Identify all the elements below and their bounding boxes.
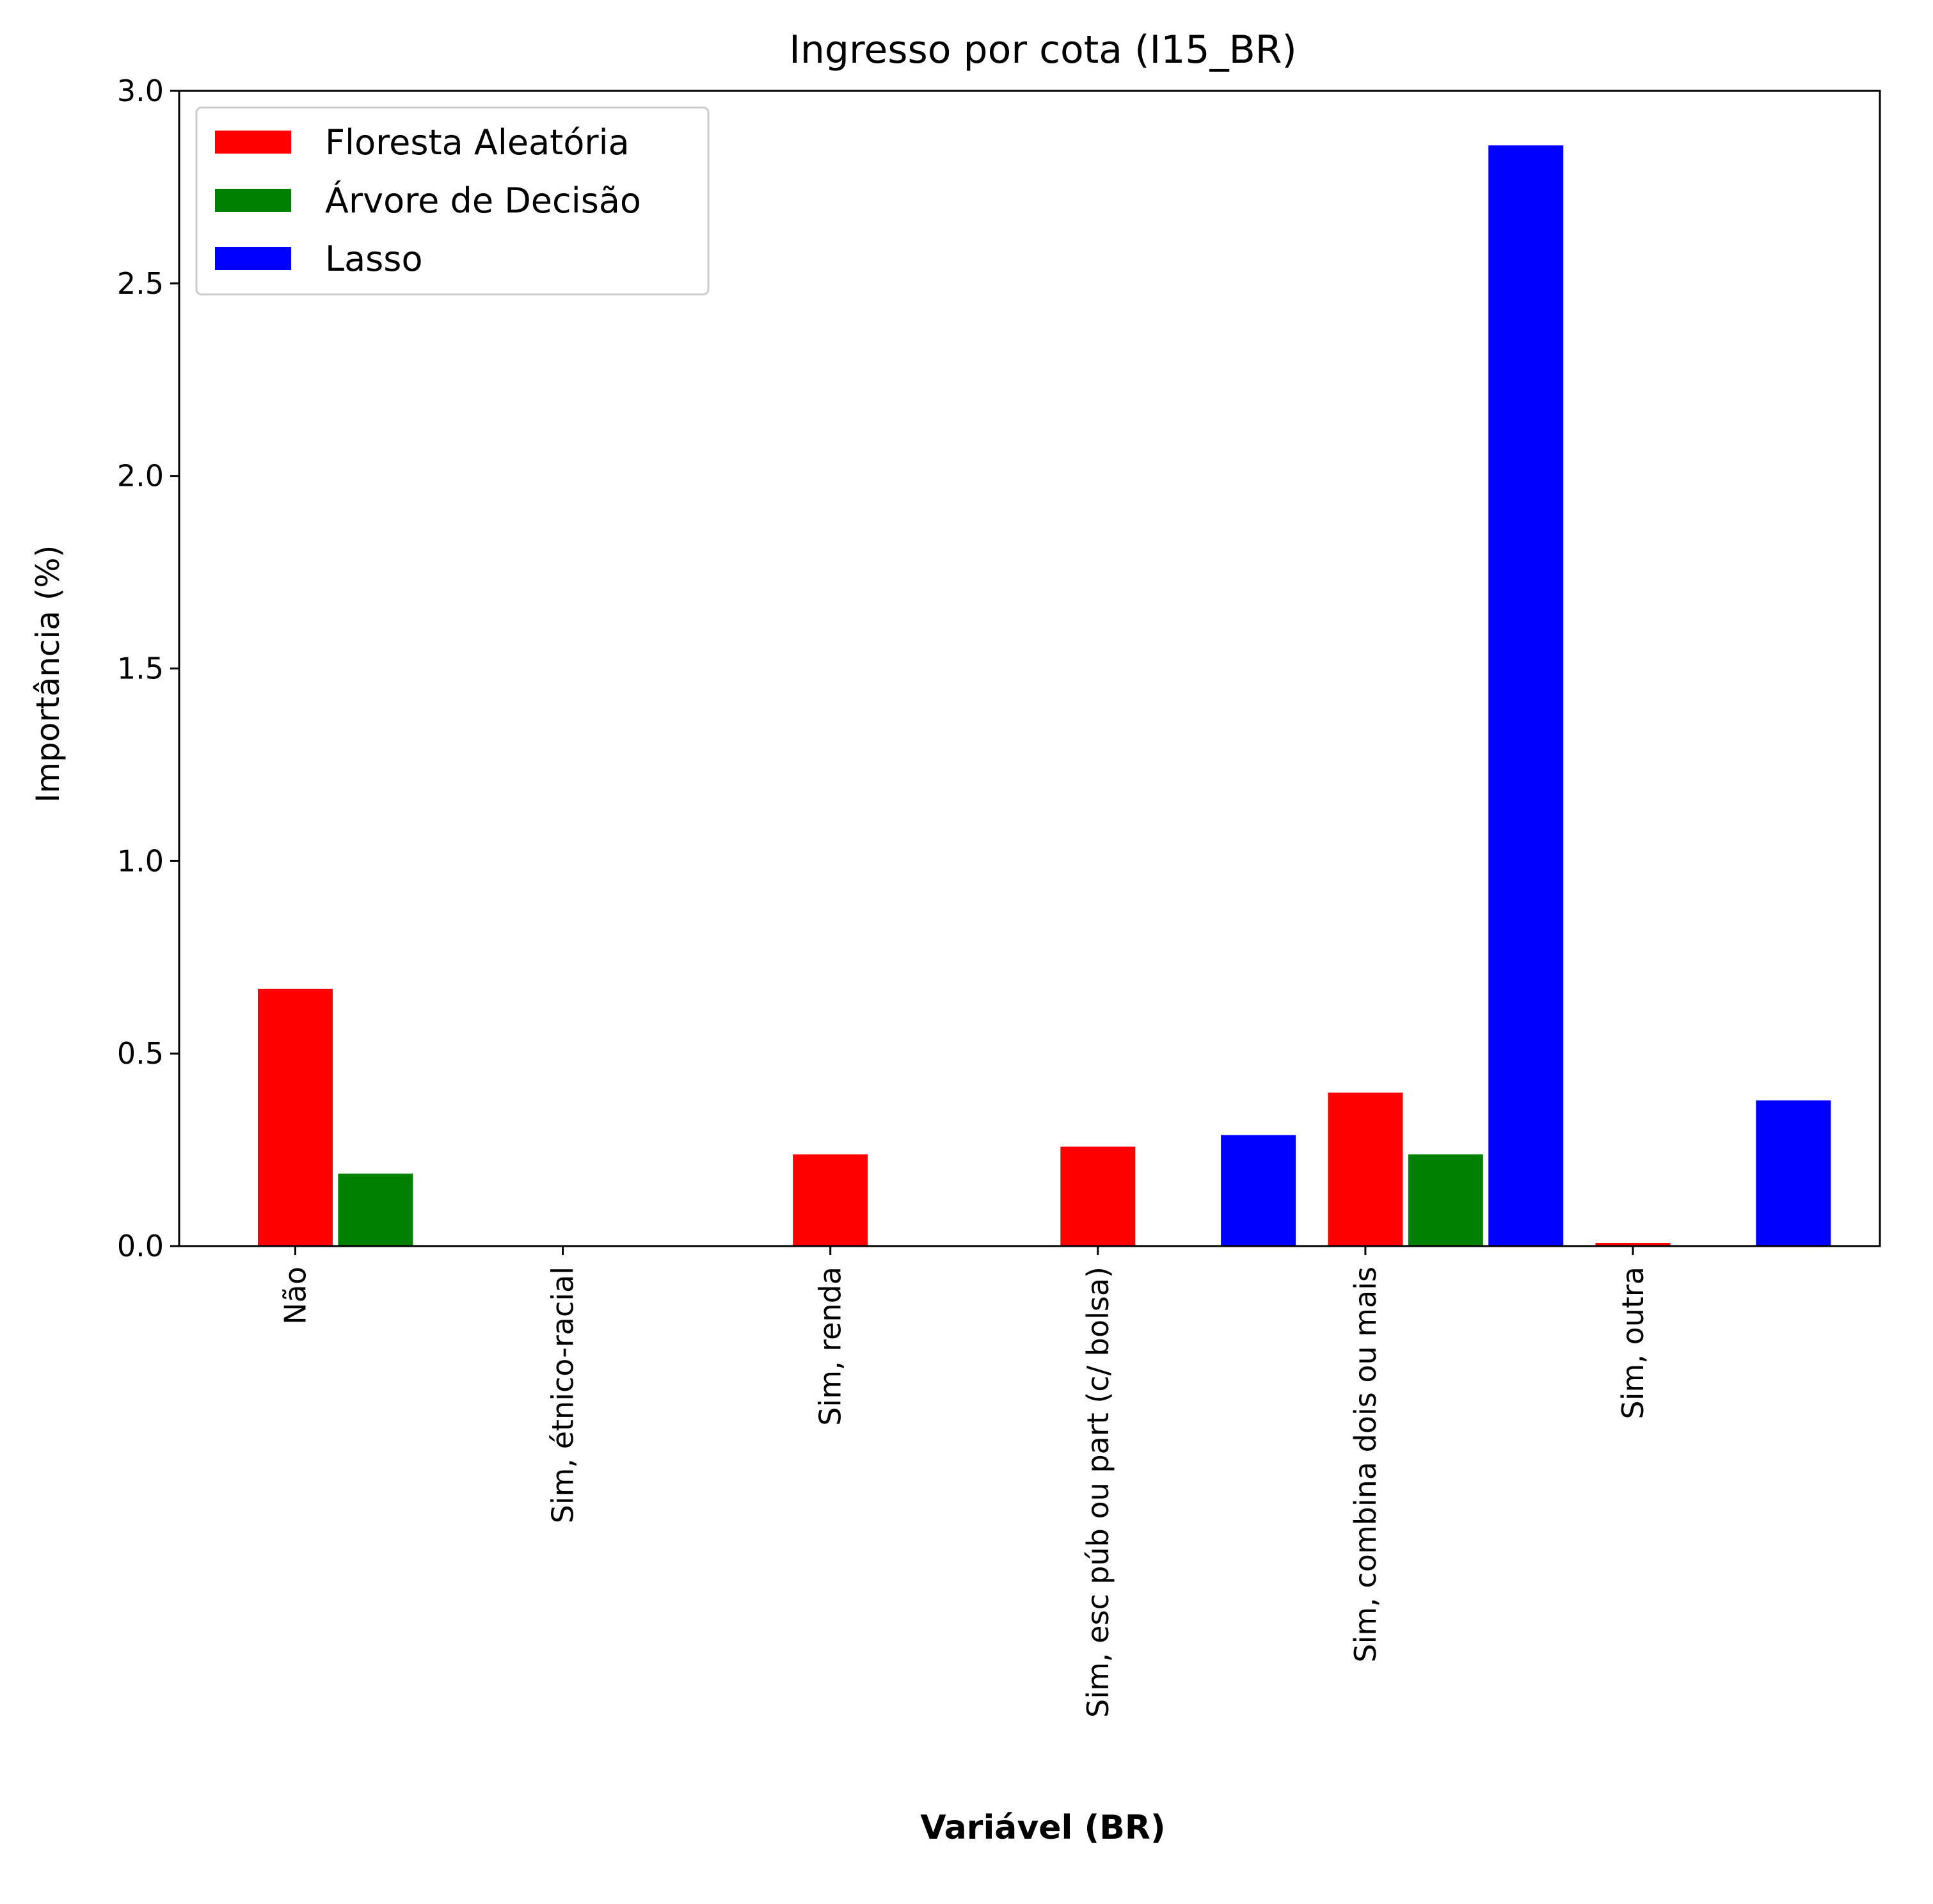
legend-swatch — [215, 131, 291, 154]
y-axis: 0.0 0.5 1.0 1.5 2.0 2.5 3.0 — [117, 74, 179, 1263]
bar — [791, 1153, 870, 1247]
bar — [1754, 1099, 1833, 1247]
bars-layer — [257, 144, 1833, 1247]
legend-swatch — [215, 189, 291, 212]
y-tick-label: 0.5 — [117, 1036, 164, 1071]
legend-label: Lasso — [325, 239, 422, 279]
bar — [257, 987, 334, 1247]
y-tick-label: 2.0 — [117, 459, 164, 493]
bar — [1326, 1091, 1404, 1247]
legend-label: Árvore de Decisão — [325, 180, 641, 221]
y-tick-label: 3.0 — [117, 74, 164, 108]
bar — [1406, 1153, 1484, 1247]
y-tick-label: 0.0 — [117, 1229, 164, 1263]
legend: Floresta Aleatória Árvore de Decisão Lasso — [195, 106, 710, 296]
x-axis-label: Variável (BR) — [920, 1809, 1165, 1847]
y-tick-label: 1.5 — [117, 652, 164, 686]
y-axis-label: Importância (%) — [29, 545, 67, 803]
x-tick-label: Sim, renda — [813, 1267, 848, 1426]
bar — [1059, 1145, 1137, 1247]
x-axis: Não Sim, étnico-racial Sim, renda Sim, esc … — [278, 1246, 1650, 1718]
y-tick-label: 1.0 — [117, 844, 164, 878]
bar — [1220, 1133, 1298, 1247]
bar — [1487, 144, 1565, 1247]
x-tick-label: Não — [278, 1267, 313, 1325]
bar — [337, 1172, 415, 1247]
x-tick-label: Sim, combina dois ou mais — [1348, 1267, 1383, 1663]
legend-box — [195, 106, 710, 296]
legend-swatch — [215, 247, 291, 270]
y-tick-label: 2.5 — [117, 266, 164, 301]
x-tick-label: Sim, esc púb ou part (c/ bolsa) — [1081, 1267, 1115, 1718]
x-tick-label: Sim, étnico-racial — [546, 1267, 580, 1523]
x-tick-label: Sim, outra — [1616, 1267, 1650, 1419]
legend-label: Floresta Aleatória — [325, 122, 630, 163]
chart-title: Ingresso por cota (I15_BR) — [789, 28, 1297, 72]
